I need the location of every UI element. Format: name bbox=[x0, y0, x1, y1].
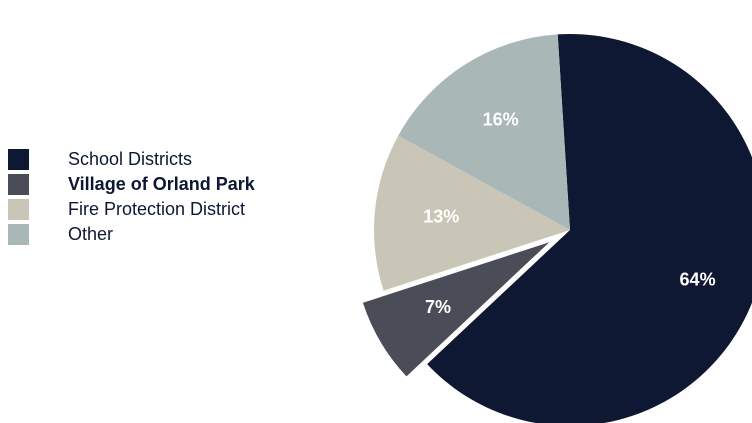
legend-swatch bbox=[8, 173, 29, 195]
pie-slices bbox=[362, 34, 752, 423]
legend-item-other: Other bbox=[8, 221, 328, 247]
legend-swatch bbox=[8, 198, 29, 220]
pie-slice-school-districts bbox=[427, 34, 752, 423]
legend-swatch bbox=[8, 148, 29, 170]
legend-label: Other bbox=[68, 223, 114, 244]
legend-item-fire-protection-district: Fire Protection District bbox=[8, 196, 328, 222]
legend-swatch bbox=[8, 223, 29, 245]
legend-label: Fire Protection District bbox=[68, 198, 246, 219]
pie-slice-fire-protection-district bbox=[374, 135, 570, 291]
legend-label: Village of Orland Park bbox=[68, 173, 255, 194]
slice-percent-label: 16% bbox=[483, 110, 519, 130]
legend-item-school-districts: School Districts bbox=[8, 146, 328, 172]
slice-percent-label: 64% bbox=[680, 269, 716, 289]
legend-label: School Districts bbox=[68, 148, 193, 169]
pie-slice-village-of-orland-park bbox=[362, 242, 550, 377]
pie-slice-other bbox=[398, 34, 570, 230]
legend: School Districts Village of Orland Park … bbox=[8, 146, 328, 246]
pie-labels: 64% 7% 13% 16% bbox=[423, 110, 715, 317]
slice-percent-label: 13% bbox=[423, 207, 459, 227]
slice-percent-label: 7% bbox=[425, 297, 451, 317]
legend-item-village-of-orland-park: Village of Orland Park bbox=[8, 171, 328, 197]
